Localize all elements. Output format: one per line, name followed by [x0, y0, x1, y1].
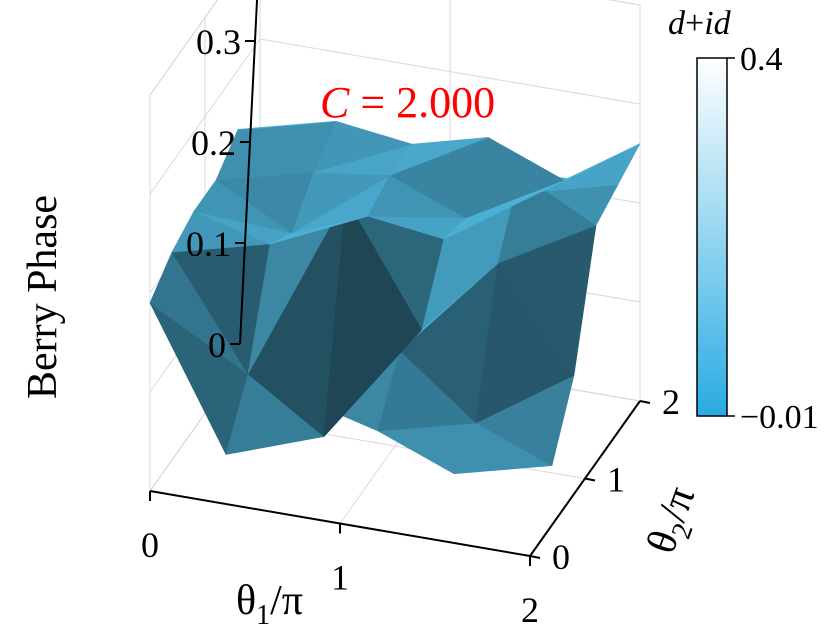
colorbar-title: d+id: [668, 5, 732, 42]
y-tick-mark: [639, 400, 651, 404]
annotation-variable: C: [320, 78, 350, 127]
y-axis-label: θ2/π: [638, 481, 711, 562]
surface-facet: [541, 143, 641, 192]
y-tick-label: 0: [552, 537, 570, 577]
y-tick-label: 2: [662, 382, 680, 422]
z-axis-label: Berry Phase: [20, 195, 66, 399]
x-tick-label: 1: [331, 558, 349, 598]
x-axis-label-rest: /π: [270, 578, 303, 624]
annotation-value: = 2.000: [349, 78, 495, 127]
surface-facet: [313, 121, 413, 173]
y-tick-mark: [529, 555, 541, 559]
chern-number-annotation: C = 2.000: [320, 78, 495, 127]
surface-facet: [237, 121, 337, 130]
axis-lines: [149, 0, 651, 566]
surface-mesh: [149, 121, 641, 475]
colorbar-title-part-a: d: [668, 5, 686, 42]
z-tick-label: 0: [208, 325, 226, 365]
x-tick-label: 2: [521, 590, 539, 630]
x-axis-label-base: θ: [236, 578, 256, 624]
z-tick-label: 0.3: [196, 22, 241, 62]
y-tick-label: 1: [607, 460, 625, 500]
y-axis-label-rest: /π: [650, 481, 704, 528]
surface-facet: [389, 137, 489, 176]
x-axis-label: θ1/π: [236, 578, 303, 631]
colorbar-max-label: 0.4: [740, 41, 783, 78]
surface-facet: [465, 137, 565, 219]
x-axis-label-sub: 1: [256, 600, 270, 631]
y-tick-mark: [584, 477, 596, 482]
z-gridline: [149, 0, 641, 96]
z-tick-label: 0.1: [186, 224, 231, 264]
colorbar: [696, 57, 728, 417]
x-tick-label: 0: [141, 525, 159, 565]
z-tick-label: 0.2: [191, 123, 236, 163]
colorbar-min-label: −0.01: [740, 399, 819, 436]
colorbar-title-part-b: +: [685, 5, 704, 42]
z-gridline: [149, 38, 641, 195]
colorbar-title-part-c: id: [704, 5, 731, 42]
